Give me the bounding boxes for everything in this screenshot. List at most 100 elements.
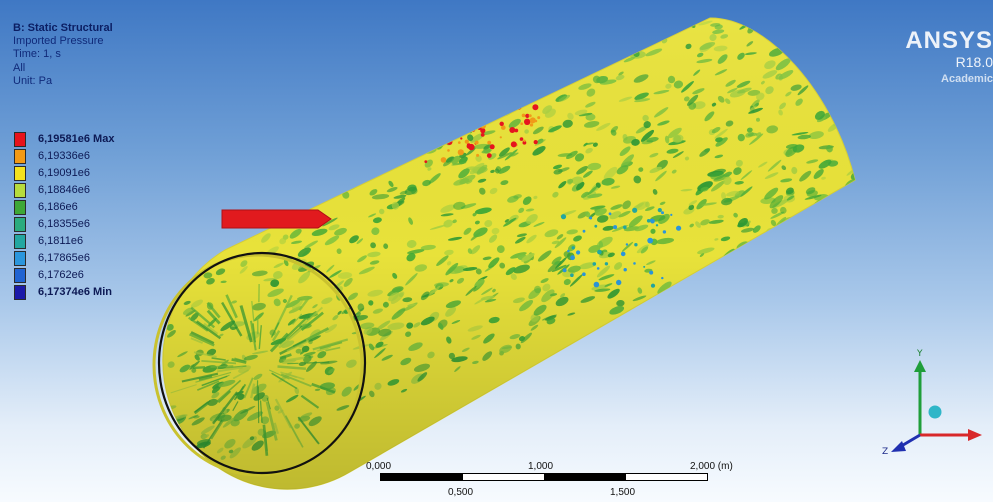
contour-hotspot: [431, 118, 438, 125]
contour-patch: [810, 42, 817, 49]
contour-patch: [768, 0, 775, 3]
contour-hotspot: [465, 115, 471, 121]
contour-patch: [173, 253, 183, 259]
contour-hotspot: [486, 103, 493, 110]
contour-patch: [823, 92, 835, 100]
contour-patch: [452, 103, 461, 111]
contour-patch: [740, 10, 745, 14]
contour-patch: [788, 229, 796, 237]
contour-patch: [695, 5, 708, 16]
legend-label: 6,19581e6 Max: [38, 133, 115, 145]
contour-patch: [465, 80, 482, 85]
triad-iso-ball[interactable]: [928, 405, 942, 419]
contour-patch: [439, 115, 457, 124]
contour-patch: [214, 188, 220, 193]
axis-triad[interactable]: Y Z: [880, 340, 990, 460]
contour-patch: [824, 22, 840, 33]
contour-patch: [578, 20, 596, 27]
contour-patch: [204, 193, 210, 199]
legend-swatch: [14, 166, 26, 181]
contour-patch: [566, 71, 574, 79]
contour-patch: [500, 84, 514, 98]
contour-patch: [823, 52, 835, 62]
scale-label-0: 0,000: [366, 461, 392, 472]
contour-patch: [610, 17, 625, 22]
contour-patch: [827, 86, 838, 90]
contour-hotspot: [496, 108, 499, 112]
contour-patch: [830, 221, 845, 227]
highlight-circle: [157, 251, 367, 475]
contour-patch: [597, 21, 610, 33]
contour-patch: [514, 63, 530, 72]
contour-patch: [463, 103, 471, 109]
contour-patch: [539, 64, 548, 72]
contour-patch: [850, 0, 861, 3]
contour-patch: [363, 108, 378, 112]
logo-brand: ANSYS: [905, 27, 993, 54]
contour-patch: [370, 141, 379, 150]
legend-swatch: [14, 251, 26, 266]
contour-patch: [655, 12, 671, 18]
contour-patch: [600, 37, 610, 43]
contour-patch: [342, 159, 348, 165]
contour-patch: [632, 0, 647, 10]
legend-swatch: [14, 217, 26, 232]
legend-label: 6,19091e6: [38, 167, 90, 179]
contour-patch: [263, 186, 275, 197]
contour-patch: [224, 169, 233, 174]
contour-hotspot: [443, 141, 446, 145]
contour-patch: [205, 243, 216, 251]
contour-patch: [218, 191, 223, 196]
contour-patch: [469, 112, 486, 122]
contour-patch: [815, 17, 824, 24]
contour-hotspot: [488, 117, 493, 122]
contour-hotspot: [506, 103, 510, 106]
contour-patch: [760, 238, 766, 244]
logo-edition: Academic: [941, 73, 993, 85]
contour-patch: [282, 192, 297, 205]
legend-swatch: [14, 183, 26, 198]
cylinder-model[interactable]: [152, 0, 865, 490]
contour-hotspot: [454, 115, 460, 122]
contour-patch: [452, 72, 457, 79]
contour-patch: [457, 72, 466, 79]
contour-patch: [670, 4, 686, 13]
contour-patch: [287, 188, 298, 196]
contour-patch: [564, 70, 569, 77]
contour-patch: [735, 1, 749, 10]
contour-patch: [633, 27, 639, 33]
contour-patch: [820, 87, 826, 93]
contour-patch: [809, 47, 817, 53]
contour-patch: [821, 40, 836, 50]
contour-patch: [806, 72, 818, 77]
scale-label-2000: 2,000 (m): [690, 461, 733, 472]
contour-patch: [830, 0, 837, 5]
contour-hotspot: [476, 117, 479, 120]
triad-y-arrowhead: [914, 360, 926, 372]
contour-patch: [718, 263, 725, 268]
contour-hotspot: [530, 100, 533, 103]
contour-hotspot: [419, 128, 424, 134]
scale-segment: [625, 474, 707, 480]
logo-version: R18.0: [955, 54, 993, 70]
contour-patch: [193, 209, 198, 214]
contour-patch: [307, 137, 316, 144]
contour-patch: [854, 150, 856, 159]
contour-patch: [261, 173, 269, 180]
contour-patch: [592, 55, 599, 61]
contour-patch: [418, 86, 423, 91]
legend-label: 6,1811e6: [38, 235, 84, 247]
contour-hotspot: [455, 126, 459, 130]
contour-patch: [171, 455, 179, 463]
contour-patch: [345, 122, 359, 126]
contour-patch: [374, 110, 389, 124]
contour-patch: [283, 162, 291, 168]
contour-patch: [166, 454, 174, 459]
legend-swatch: [14, 268, 26, 283]
contour-patch: [376, 141, 381, 146]
contour-patch: [538, 42, 556, 51]
contour-patch: [439, 100, 453, 111]
contour-patch: [814, 62, 823, 68]
contour-patch: [499, 66, 507, 73]
